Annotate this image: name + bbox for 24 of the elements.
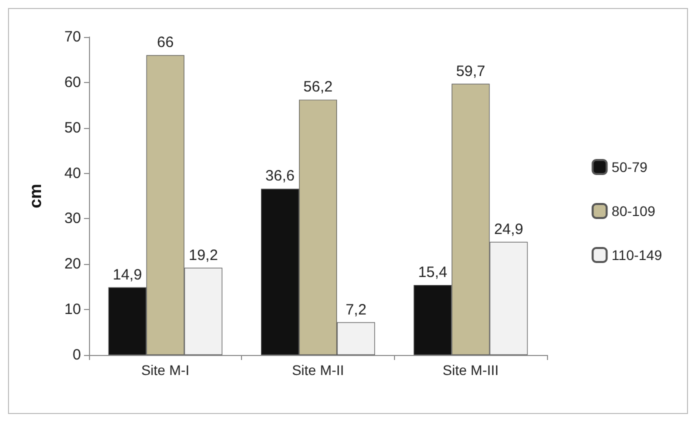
y-tick-label: 70: [64, 28, 81, 46]
data-label: 14,9: [112, 266, 142, 284]
y-tick-label: 60: [64, 74, 81, 91]
y-tick-label: 30: [64, 210, 81, 228]
y-tick-label: 20: [64, 256, 81, 273]
y-tick-label: 50: [64, 119, 81, 136]
y-tick-label: 40: [64, 164, 81, 182]
legend-label: 50-79: [612, 159, 648, 175]
data-label: 59,7: [456, 62, 486, 80]
data-label: 15,4: [418, 264, 448, 282]
data-label: 7,2: [346, 301, 366, 318]
y-tick-label: 0: [72, 346, 81, 364]
data-label: 19,2: [188, 246, 218, 264]
data-label: 66: [156, 34, 174, 52]
y-tick-label: 10: [64, 301, 81, 318]
y-axis-title: cm: [26, 184, 45, 208]
data-label: 24,9: [494, 220, 524, 238]
data-label: 56,2: [303, 78, 333, 96]
x-tick-label: Site M-III: [442, 362, 499, 378]
legend-label: 80-109: [612, 203, 656, 219]
legend-label: 110-149: [612, 247, 662, 263]
data-label: 36,6: [265, 168, 295, 185]
x-tick-label: Site M-I: [141, 362, 190, 378]
x-tick-label: Site M-II: [292, 362, 344, 378]
